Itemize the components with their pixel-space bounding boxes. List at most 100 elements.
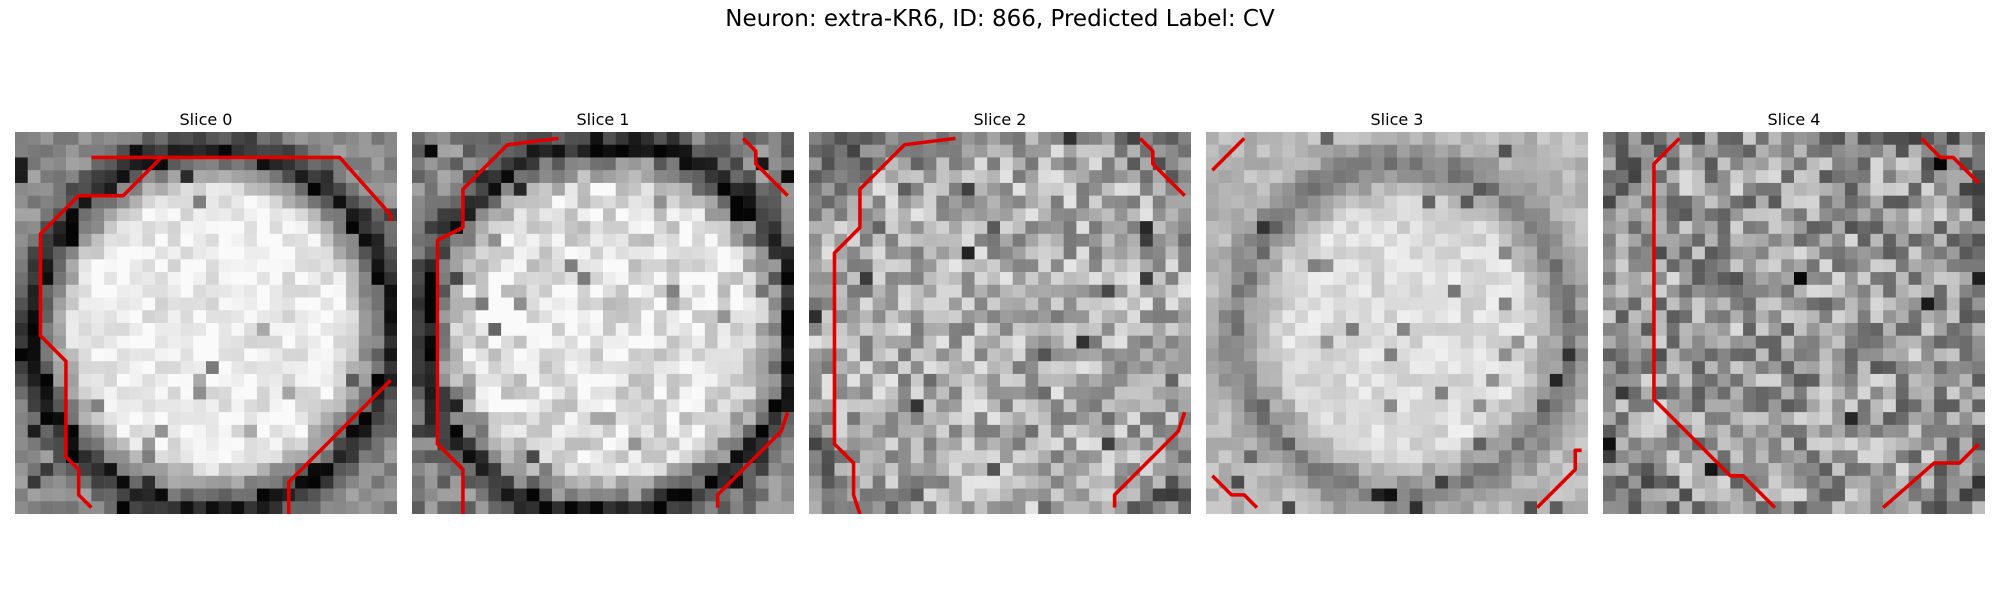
pixel bbox=[1256, 310, 1270, 324]
pixel bbox=[424, 132, 438, 145]
pixel bbox=[1946, 348, 1960, 362]
pixel bbox=[1244, 412, 1258, 426]
pixel bbox=[320, 501, 334, 514]
pixel bbox=[53, 501, 67, 514]
pixel bbox=[1140, 501, 1154, 514]
pixel bbox=[1959, 144, 1973, 158]
pixel bbox=[1231, 182, 1245, 196]
pixel bbox=[1628, 284, 1642, 298]
pixel bbox=[1819, 424, 1833, 438]
pixel bbox=[1435, 297, 1449, 311]
pixel bbox=[384, 132, 397, 145]
pixel bbox=[371, 208, 385, 222]
pixel bbox=[295, 195, 309, 209]
pixel bbox=[437, 348, 451, 362]
pixel bbox=[641, 182, 655, 196]
pixel bbox=[1473, 488, 1487, 502]
pixel bbox=[1244, 297, 1258, 311]
pixel bbox=[781, 501, 794, 514]
pixel bbox=[462, 361, 476, 375]
pixel bbox=[1486, 170, 1500, 184]
pixel bbox=[1628, 132, 1642, 145]
pixel bbox=[1422, 310, 1436, 324]
pixel bbox=[384, 348, 397, 362]
pixel bbox=[1679, 208, 1693, 222]
pixel bbox=[1934, 284, 1948, 298]
pixel bbox=[371, 373, 385, 387]
pixel bbox=[1295, 297, 1309, 311]
pixel bbox=[206, 170, 219, 184]
pixel bbox=[1781, 373, 1795, 387]
pixel bbox=[552, 182, 566, 196]
pixel bbox=[653, 272, 667, 286]
pixel bbox=[847, 437, 861, 451]
pixel bbox=[949, 412, 963, 426]
pixel bbox=[384, 195, 397, 209]
pixel bbox=[1333, 361, 1347, 375]
pixel bbox=[1549, 157, 1563, 171]
pixel bbox=[193, 437, 207, 451]
pixel bbox=[1603, 424, 1616, 438]
pixel bbox=[1844, 208, 1858, 222]
pixel bbox=[1562, 348, 1576, 362]
pixel bbox=[295, 259, 309, 273]
pixel bbox=[384, 182, 397, 196]
pixel bbox=[65, 221, 79, 235]
pixel bbox=[1206, 272, 1219, 286]
pixel bbox=[1628, 233, 1642, 247]
slice-panel-1: Slice 1 bbox=[412, 108, 794, 514]
pixel bbox=[1435, 450, 1449, 464]
pixel bbox=[526, 157, 540, 171]
pixel bbox=[1704, 170, 1718, 184]
pixel bbox=[78, 246, 92, 260]
pixel bbox=[1692, 399, 1706, 413]
pixel bbox=[859, 157, 873, 171]
pixel bbox=[513, 335, 527, 349]
pixel bbox=[1537, 195, 1551, 209]
pixel bbox=[1819, 399, 1833, 413]
pixel bbox=[116, 246, 130, 260]
pixel bbox=[1946, 195, 1960, 209]
pixel bbox=[1603, 259, 1616, 273]
pixel bbox=[526, 272, 540, 286]
pixel bbox=[1409, 297, 1423, 311]
pixel bbox=[1460, 348, 1474, 362]
pixel bbox=[1575, 259, 1588, 273]
pixel bbox=[1794, 399, 1807, 413]
pixel bbox=[412, 437, 425, 451]
pixel bbox=[282, 323, 296, 336]
pixel bbox=[1934, 450, 1948, 464]
pixel bbox=[412, 246, 425, 260]
pixel bbox=[1063, 246, 1077, 260]
pixel bbox=[564, 399, 578, 413]
pixel bbox=[167, 284, 181, 298]
pixel bbox=[1972, 297, 1985, 311]
pixel bbox=[1679, 399, 1693, 413]
pixel bbox=[1038, 297, 1052, 311]
pixel bbox=[256, 182, 270, 196]
pixel bbox=[27, 488, 41, 502]
pixel bbox=[1653, 424, 1667, 438]
pixel bbox=[1768, 424, 1782, 438]
pixel bbox=[206, 399, 219, 413]
pixel bbox=[1307, 488, 1321, 502]
pixel bbox=[974, 412, 988, 426]
grayscale-pixels bbox=[1206, 132, 1588, 514]
pixel bbox=[1666, 323, 1680, 336]
pixel bbox=[1537, 246, 1551, 260]
pixel bbox=[847, 412, 861, 426]
pixel bbox=[1473, 310, 1487, 324]
pixel bbox=[1089, 373, 1103, 387]
pixel bbox=[1755, 475, 1769, 489]
pixel bbox=[1256, 272, 1270, 286]
pixel bbox=[437, 373, 451, 387]
pixel bbox=[666, 233, 680, 247]
pixel bbox=[1717, 272, 1731, 286]
pixel bbox=[743, 501, 757, 514]
pixel bbox=[717, 195, 731, 209]
pixel bbox=[256, 335, 270, 349]
pixel bbox=[1447, 170, 1461, 184]
pixel bbox=[923, 221, 937, 235]
pixel bbox=[1206, 221, 1219, 235]
pixel bbox=[1178, 437, 1191, 451]
